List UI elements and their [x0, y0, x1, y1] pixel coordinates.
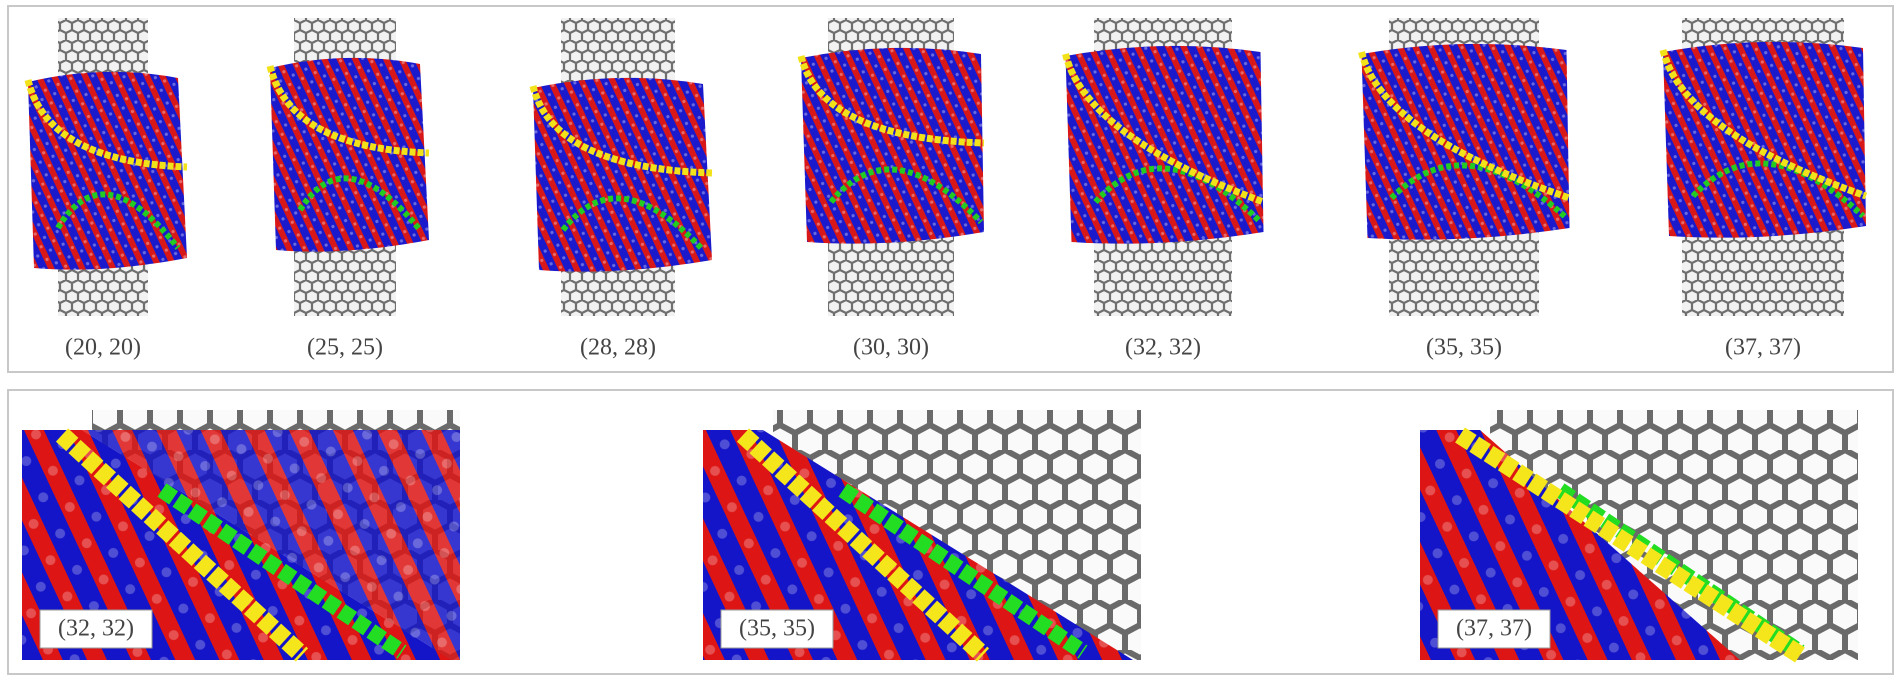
- yellow-chain: [797, 55, 985, 147]
- wrapping-sheet: [533, 77, 712, 272]
- top-label: (25, 25): [307, 335, 383, 361]
- bottom-label: (37, 37): [1456, 616, 1532, 642]
- zoom-yellow-chain: [736, 428, 990, 662]
- green-chain: [828, 166, 984, 225]
- top-label: (28, 28): [580, 335, 656, 361]
- wrapping-sheet: [28, 71, 187, 270]
- top-label: (30, 30): [853, 335, 929, 361]
- wrapping-sheet: [270, 57, 429, 252]
- bottom-label: (32, 32): [58, 616, 134, 642]
- yellow-chain: [24, 79, 188, 171]
- wrapping-sheet: [1663, 41, 1866, 238]
- label-box: [720, 609, 834, 649]
- green-chain: [1093, 165, 1263, 225]
- green-chain: [1690, 160, 1866, 219]
- top-label: (20, 20): [65, 335, 141, 361]
- yellow-chain: [1659, 49, 1868, 200]
- green-chain: [55, 191, 181, 250]
- bottom-label: (35, 35): [739, 616, 815, 642]
- top-label: (35, 35): [1426, 335, 1502, 361]
- wrapping-sheet: [1065, 45, 1264, 244]
- zoom-green-chain: [157, 483, 407, 659]
- yellow-chain: [1358, 51, 1571, 202]
- wrapping-sheet: [801, 47, 984, 244]
- zoom-yellow-chain: [55, 428, 309, 662]
- top-label: (32, 32): [1125, 335, 1201, 361]
- green-chain: [560, 195, 706, 253]
- top-label: (37, 37): [1725, 335, 1801, 361]
- yellow-chain: [529, 85, 713, 177]
- green-chain: [1389, 162, 1569, 221]
- label-box: [1437, 609, 1551, 649]
- wrapping-sheet: [1361, 43, 1570, 240]
- yellow-chain: [266, 65, 430, 157]
- green-chain: [297, 175, 423, 232]
- yellow-chain: [1062, 53, 1265, 206]
- label-box: [39, 609, 153, 649]
- zoom-sheet: [1420, 430, 1740, 660]
- zoom-sheet: [82, 430, 460, 660]
- zoom-green-chain: [838, 483, 1088, 659]
